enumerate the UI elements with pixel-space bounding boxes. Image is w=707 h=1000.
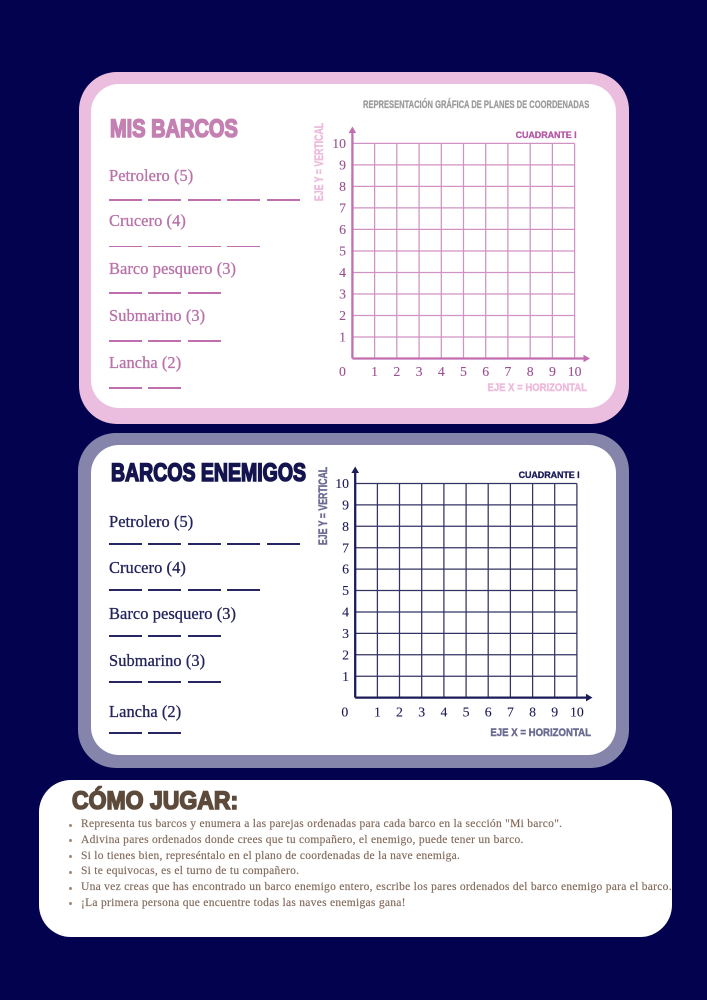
svg-text:5: 5 <box>463 705 470 720</box>
svg-text:7: 7 <box>507 705 514 720</box>
svg-text:5: 5 <box>460 364 467 379</box>
svg-text:8: 8 <box>339 179 346 194</box>
svg-text:2: 2 <box>396 705 403 720</box>
svg-text:1: 1 <box>374 705 381 720</box>
svg-text:3: 3 <box>416 364 423 379</box>
svg-text:8: 8 <box>342 519 349 534</box>
svg-text:7: 7 <box>342 540 349 555</box>
svg-text:2: 2 <box>393 364 400 379</box>
svg-text:10: 10 <box>335 476 349 491</box>
svg-text:0: 0 <box>339 364 346 379</box>
svg-text:4: 4 <box>342 605 349 620</box>
svg-text:7: 7 <box>339 201 346 216</box>
svg-text:3: 3 <box>418 705 425 720</box>
svg-text:6: 6 <box>485 705 492 720</box>
svg-text:1: 1 <box>371 364 378 379</box>
svg-text:9: 9 <box>342 498 349 513</box>
svg-text:0: 0 <box>341 705 348 720</box>
svg-text:5: 5 <box>342 583 349 598</box>
svg-text:2: 2 <box>342 647 349 662</box>
svg-text:4: 4 <box>438 364 445 379</box>
svg-text:1: 1 <box>339 330 346 345</box>
svg-text:10: 10 <box>568 364 582 379</box>
svg-text:6: 6 <box>339 222 346 237</box>
svg-text:8: 8 <box>529 705 536 720</box>
svg-text:9: 9 <box>551 705 558 720</box>
svg-text:9: 9 <box>549 364 556 379</box>
svg-text:3: 3 <box>342 626 349 641</box>
svg-text:1: 1 <box>342 669 349 684</box>
svg-text:5: 5 <box>339 244 346 259</box>
svg-text:10: 10 <box>332 136 346 151</box>
svg-text:6: 6 <box>482 364 489 379</box>
svg-text:3: 3 <box>339 287 346 302</box>
svg-text:7: 7 <box>504 364 511 379</box>
svg-text:6: 6 <box>342 562 349 577</box>
svg-text:2: 2 <box>339 308 346 323</box>
svg-text:9: 9 <box>339 158 346 173</box>
svg-text:4: 4 <box>440 705 447 720</box>
svg-text:8: 8 <box>527 364 534 379</box>
svg-text:4: 4 <box>339 265 346 280</box>
svg-text:10: 10 <box>570 705 584 720</box>
